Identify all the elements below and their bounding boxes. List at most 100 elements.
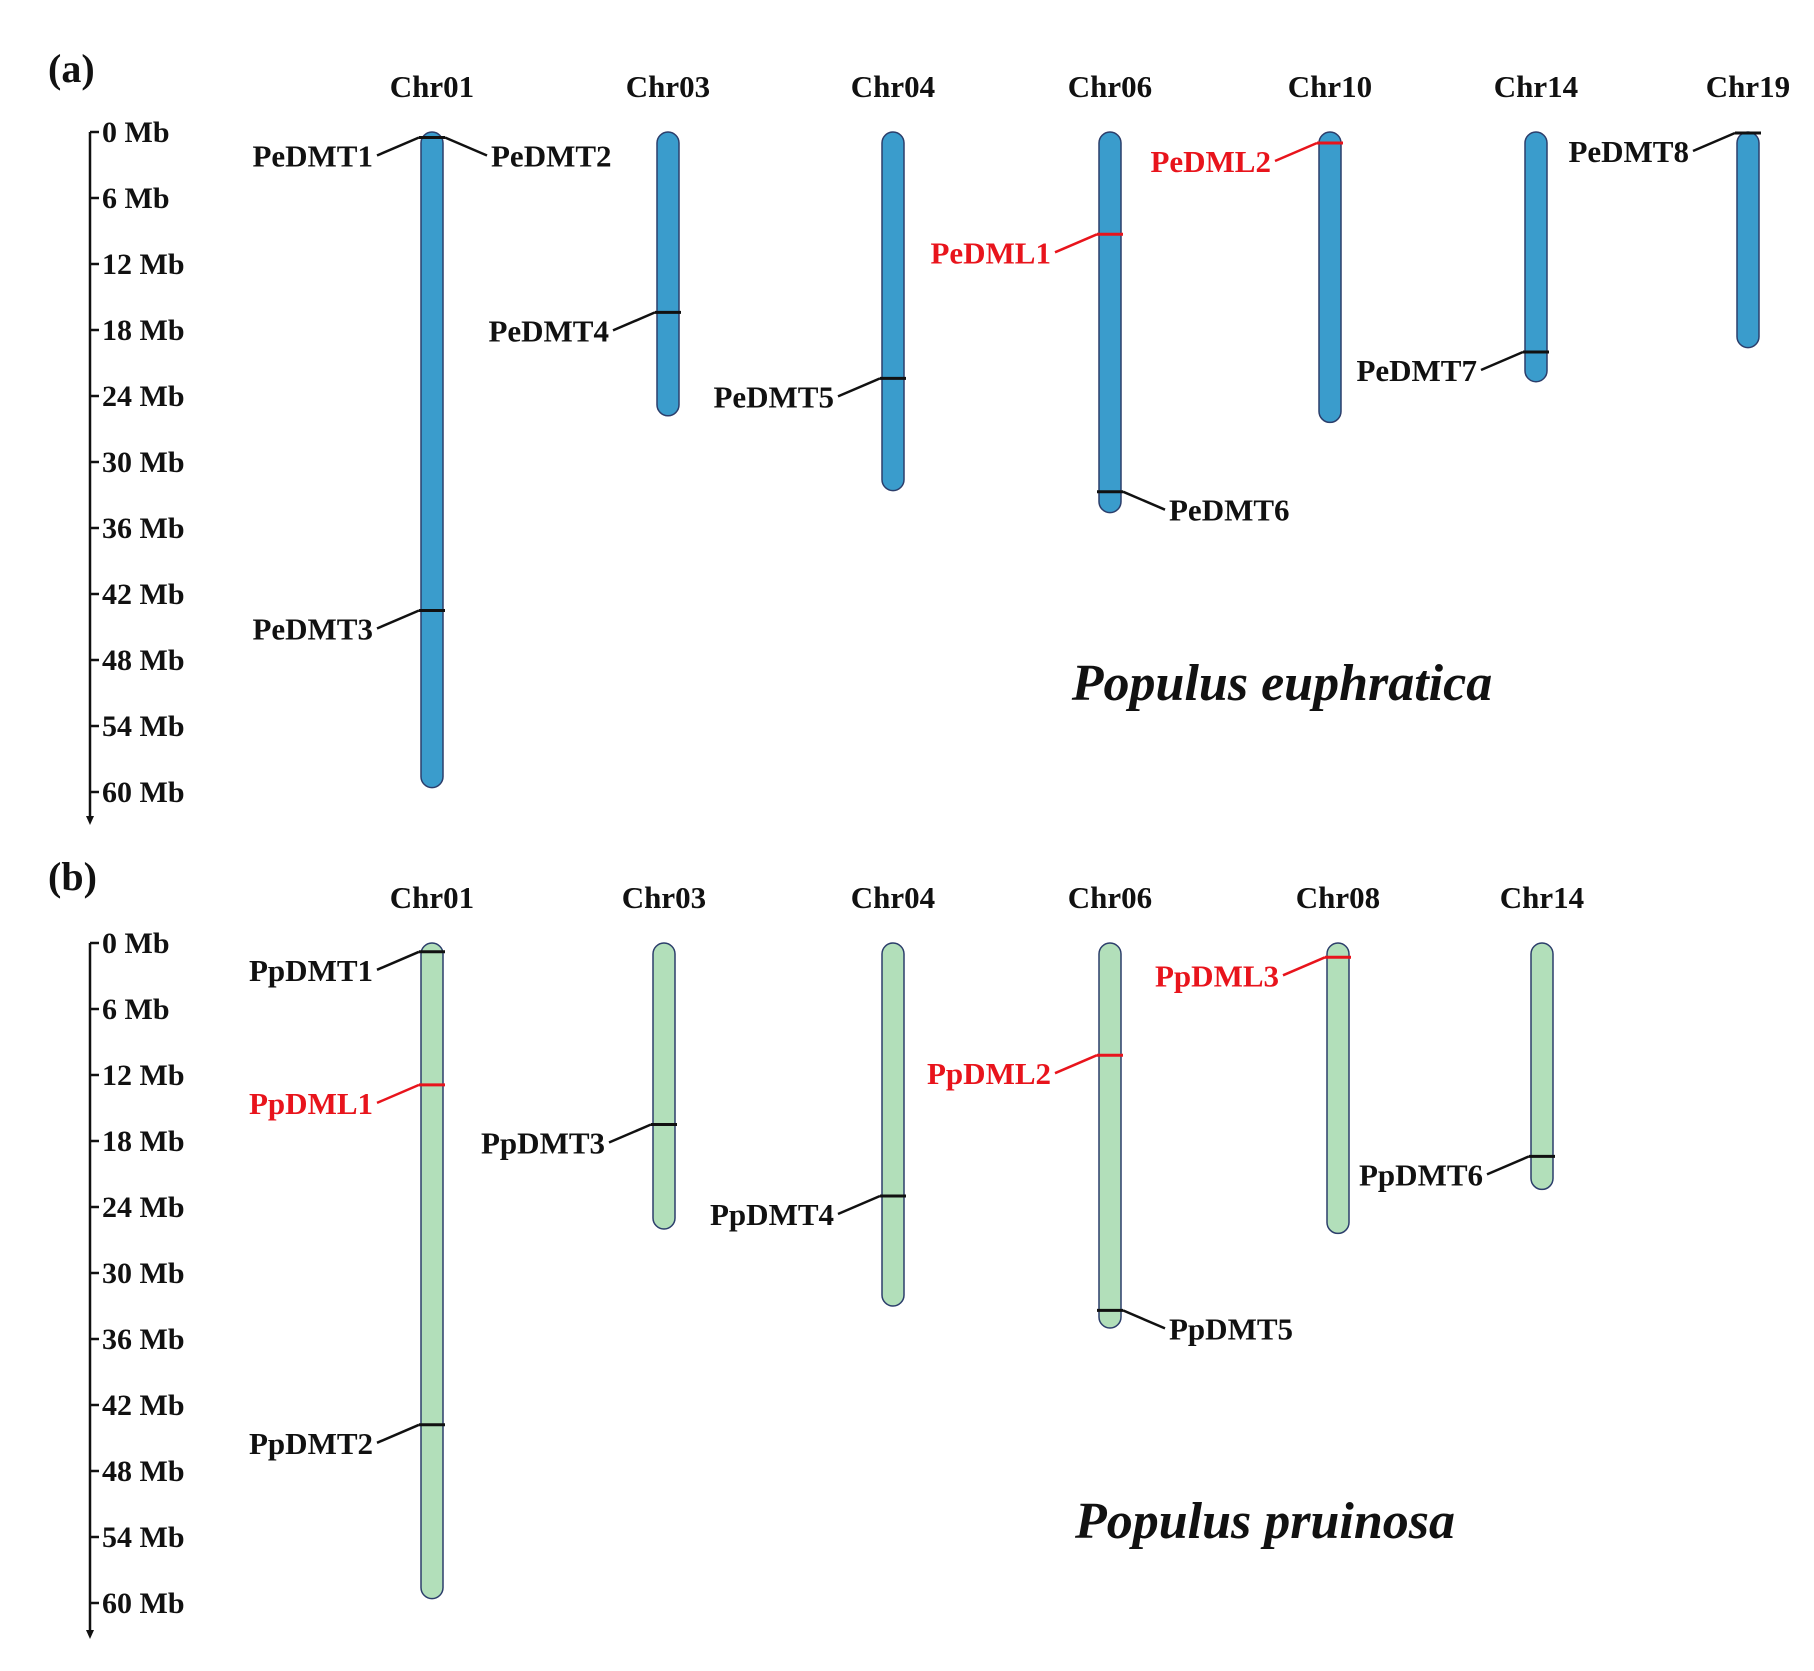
- gene-leader-line: [1282, 956, 1326, 977]
- chromosome-bar: [881, 942, 905, 1307]
- chromosome-name: Chr01: [390, 880, 474, 915]
- gene-ppdml3: PpDML3: [1155, 955, 1351, 993]
- chromosome-track: Chr01 PpDMT1 PpDML1 PpDMT2 Chr03 PpDMT3 Chr04 P…: [249, 880, 1584, 1600]
- axis-tick-label: 36 Mb: [102, 1323, 185, 1356]
- chromosome-bar: [1098, 131, 1122, 514]
- chromosome-track: Chr01 PeDMT1 PeDMT2 PeDMT3 Chr03 PeDMT4 Chr04 P…: [252, 69, 1790, 789]
- chromosome-bar: [1524, 131, 1548, 383]
- chromosome-name: Chr06: [1068, 69, 1152, 104]
- chromosome-chr03: Chr03 PpDMT3: [481, 880, 706, 1230]
- gene-label: PeDMT4: [488, 313, 609, 348]
- gene-leader-line: [1692, 131, 1736, 153]
- gene-ppdmt6: PpDMT6: [1359, 1154, 1555, 1192]
- chromosome-bar: [1318, 131, 1342, 424]
- gene-ppdmt2: PpDMT2: [249, 1423, 445, 1461]
- axis-tick-label: 6 Mb: [102, 182, 170, 215]
- gene-label: PeDMT6: [1169, 493, 1290, 528]
- panel-label: (b): [48, 854, 97, 899]
- chromosome-name: Chr04: [851, 880, 935, 915]
- axis-tick-label: 30 Mb: [102, 446, 185, 479]
- gene-label: PpDMT1: [249, 953, 373, 988]
- gene-label: PpDML3: [1155, 958, 1279, 993]
- axis-tick-label: 30 Mb: [102, 1257, 185, 1290]
- gene-ppdmt1: PpDMT1: [249, 950, 445, 988]
- chromosome-name: Chr04: [851, 69, 935, 104]
- gene-label: PpDMT5: [1169, 1311, 1293, 1346]
- chromosome-name: Chr03: [622, 880, 706, 915]
- gene-label: PeDMT3: [252, 612, 373, 647]
- gene-leader-line: [1486, 1155, 1530, 1176]
- axis-tick-label: 18 Mb: [102, 1125, 185, 1158]
- gene-pedmt6: PeDMT6: [1097, 490, 1290, 528]
- gene-label: PeDMT7: [1356, 353, 1477, 388]
- gene-label: PeDMT2: [491, 139, 612, 174]
- gene-leader-line: [376, 1083, 420, 1105]
- gene-leader-line: [608, 1123, 652, 1144]
- gene-leader-line: [1122, 1309, 1166, 1330]
- gene-pedmt7: PeDMT7: [1356, 350, 1549, 388]
- gene-label: PeDMT8: [1568, 134, 1689, 169]
- chromosome-bar: [420, 942, 444, 1600]
- gene-leader-line: [1122, 490, 1166, 511]
- gene-ppdml1: PpDML1: [249, 1083, 445, 1121]
- panel-a: (a) Populus euphratica 0 Mb 6 Mb 12 Mb 18 M…: [48, 46, 1790, 825]
- axis-tick-label: 0 Mb: [102, 116, 170, 149]
- axis-tick-label: 24 Mb: [102, 1191, 185, 1224]
- chromosome-chr19: Chr19 PeDMT8: [1568, 69, 1790, 349]
- mb-axis: 0 Mb 6 Mb 12 Mb 18 Mb 24 Mb 30 Mb 36 Mb 42 Mb 48…: [86, 116, 185, 825]
- gene-label: PpDML2: [927, 1056, 1051, 1091]
- gene-ppdmt3: PpDMT3: [481, 1123, 677, 1161]
- gene-leader-line: [1054, 233, 1098, 254]
- chromosome-name: Chr03: [626, 69, 710, 104]
- gene-pedmt4: PeDMT4: [488, 310, 681, 348]
- chromosome-name: Chr06: [1068, 880, 1152, 915]
- gene-label: PpDMT2: [249, 1426, 373, 1461]
- gene-pedml1: PeDML1: [930, 232, 1123, 270]
- species-name: Populus pruinosa: [1074, 1493, 1455, 1550]
- species-name: Populus euphratica: [1071, 655, 1492, 712]
- axis-tick-label: 48 Mb: [102, 644, 185, 677]
- chromosome-bar: [652, 942, 676, 1230]
- axis-tick-label: 60 Mb: [102, 776, 185, 809]
- chromosome-bar: [1326, 942, 1350, 1235]
- gene-label: PpDMT3: [481, 1126, 605, 1161]
- gene-leader-line: [376, 136, 420, 157]
- axis-tick-label: 60 Mb: [102, 1587, 185, 1620]
- chromosome-chr06: Chr06 PeDML1 PeDMT6: [930, 69, 1289, 528]
- gene-leader-line: [1480, 350, 1524, 372]
- gene-leader-line: [376, 950, 420, 971]
- gene-label: PpDMT6: [1359, 1157, 1483, 1192]
- gene-ppdml2: PpDML2: [927, 1053, 1123, 1091]
- gene-ppdmt4: PpDMT4: [710, 1194, 906, 1232]
- chromosome-chr10: Chr10 PeDML2: [1150, 69, 1372, 424]
- axis-tick-label: 12 Mb: [102, 1059, 185, 1092]
- axis-tick-label: 54 Mb: [102, 1521, 185, 1554]
- gene-pedmt3: PeDMT3: [252, 609, 445, 647]
- chromosome-bar: [420, 131, 444, 789]
- axis-tick-label: 0 Mb: [102, 927, 170, 960]
- mb-axis: 0 Mb 6 Mb 12 Mb 18 Mb 24 Mb 30 Mb 36 Mb 42 Mb 48…: [86, 927, 185, 1639]
- gene-label: PpDML1: [249, 1086, 373, 1121]
- chromosome-name: Chr19: [1706, 69, 1790, 104]
- axis-tick-label: 12 Mb: [102, 248, 185, 281]
- chromosome-bar: [656, 131, 680, 417]
- gene-leader-line: [376, 609, 420, 630]
- chromosome-bar: [1736, 131, 1760, 349]
- gene-label: PeDML1: [930, 235, 1051, 270]
- gene-ppdmt5: PpDMT5: [1097, 1308, 1293, 1346]
- axis-tick-label: 54 Mb: [102, 710, 185, 743]
- gene-leader-line: [376, 1423, 420, 1444]
- chromosome-name: Chr08: [1296, 880, 1380, 915]
- axis-tick-label: 24 Mb: [102, 380, 185, 413]
- axis-tick-label: 18 Mb: [102, 314, 185, 347]
- gene-pedmt1: PeDMT1: [252, 136, 445, 174]
- chromosome-chr01: Chr01 PpDMT1 PpDML1 PpDMT2: [249, 880, 474, 1600]
- gene-label: PeDMT5: [713, 379, 834, 414]
- panel-b: (b) Populus pruinosa 0 Mb 6 Mb 12 Mb 18 Mb 2…: [48, 854, 1584, 1639]
- gene-label: PeDMT1: [252, 139, 373, 174]
- chromosome-chr06: Chr06 PpDML2 PpDMT5: [927, 880, 1293, 1346]
- gene-leader-line: [612, 311, 656, 332]
- chromosome-chr04: Chr04 PeDMT5: [713, 69, 935, 492]
- chromosome-chr08: Chr08 PpDML3: [1155, 880, 1380, 1235]
- gene-leader-line: [444, 136, 488, 157]
